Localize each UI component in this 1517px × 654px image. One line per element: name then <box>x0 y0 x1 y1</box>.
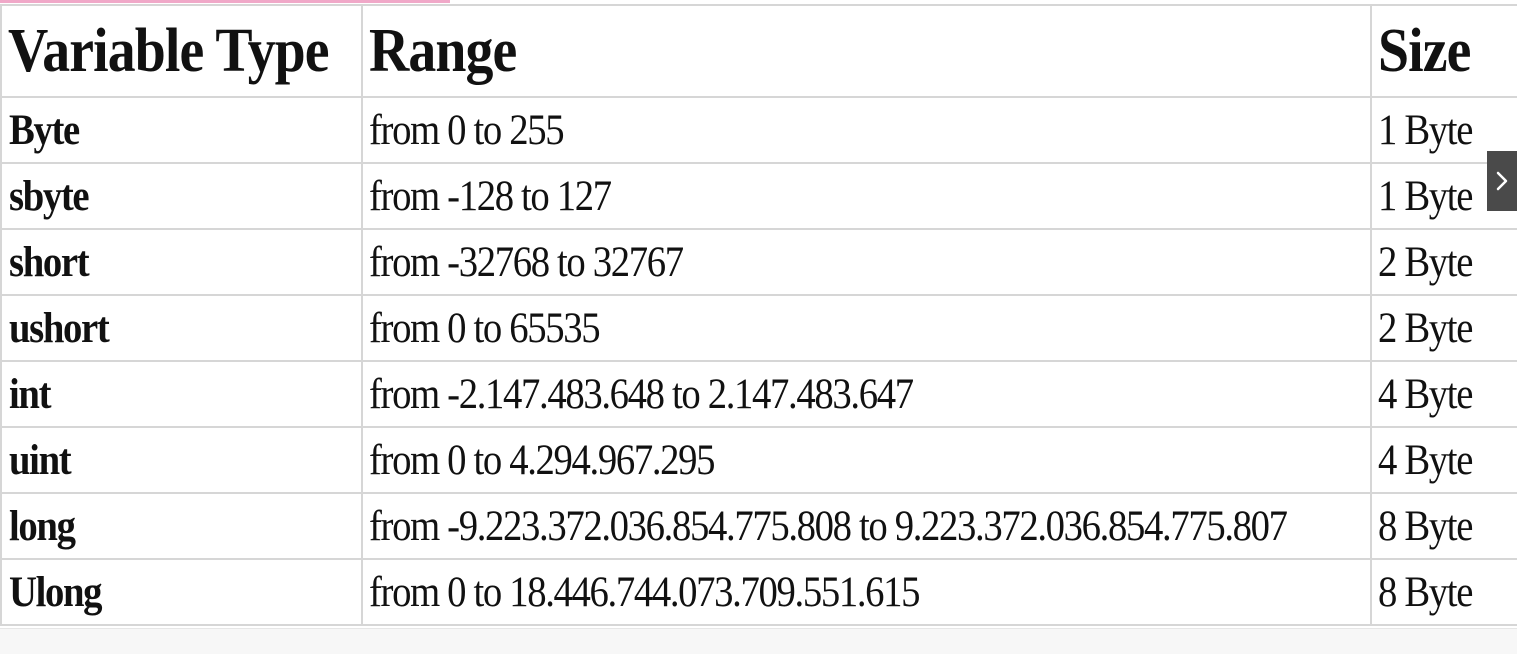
type-cell: short <box>0 228 363 296</box>
range-cell: from 0 to 65535 <box>361 294 1372 362</box>
type-cell: Byte <box>0 96 363 164</box>
table-row: short from -32768 to 32767 2 Byte <box>0 228 1517 296</box>
range-cell: from -9.223.372.036.854.775.808 to 9.223… <box>361 492 1372 560</box>
table-row: sbyte from -128 to 127 1 Byte <box>0 162 1517 230</box>
top-accent-strip <box>0 0 450 3</box>
range-cell: from -128 to 127 <box>361 162 1372 230</box>
table-container: Variable Type Range Size Byte from 0 to … <box>0 4 1517 626</box>
size-cell: 4 Byte <box>1370 360 1517 428</box>
range-cell: from -2.147.483.648 to 2.147.483.647 <box>361 360 1372 428</box>
range-cell: from 0 to 255 <box>361 96 1372 164</box>
bottom-bar <box>0 628 1517 654</box>
size-cell: 2 Byte <box>1370 228 1517 296</box>
header-range: Range <box>361 4 1372 98</box>
table-row: Byte from 0 to 255 1 Byte <box>0 96 1517 164</box>
range-cell: from 0 to 4.294.967.295 <box>361 426 1372 494</box>
size-cell: 8 Byte <box>1370 492 1517 560</box>
type-cell: ushort <box>0 294 363 362</box>
type-cell: Ulong <box>0 558 363 626</box>
table-row: long from -9.223.372.036.854.775.808 to … <box>0 492 1517 560</box>
size-cell: 1 Byte <box>1370 162 1517 230</box>
size-cell: 4 Byte <box>1370 426 1517 494</box>
header-size: Size <box>1370 4 1517 98</box>
table-row: int from -2.147.483.648 to 2.147.483.647… <box>0 360 1517 428</box>
type-cell: sbyte <box>0 162 363 230</box>
variable-types-table: Variable Type Range Size Byte from 0 to … <box>0 4 1517 626</box>
size-cell: 8 Byte <box>1370 558 1517 626</box>
header-variable-type: Variable Type <box>0 4 363 98</box>
table-row: ushort from 0 to 65535 2 Byte <box>0 294 1517 362</box>
next-slide-button[interactable] <box>1487 151 1517 211</box>
size-cell: 2 Byte <box>1370 294 1517 362</box>
type-cell: int <box>0 360 363 428</box>
range-cell: from 0 to 18.446.744.073.709.551.615 <box>361 558 1372 626</box>
table-row: Ulong from 0 to 18.446.744.073.709.551.6… <box>0 558 1517 626</box>
type-cell: uint <box>0 426 363 494</box>
table-row: uint from 0 to 4.294.967.295 4 Byte <box>0 426 1517 494</box>
table-header-row: Variable Type Range Size <box>0 4 1517 98</box>
type-cell: long <box>0 492 363 560</box>
chevron-right-icon <box>1496 171 1508 191</box>
range-cell: from -32768 to 32767 <box>361 228 1372 296</box>
